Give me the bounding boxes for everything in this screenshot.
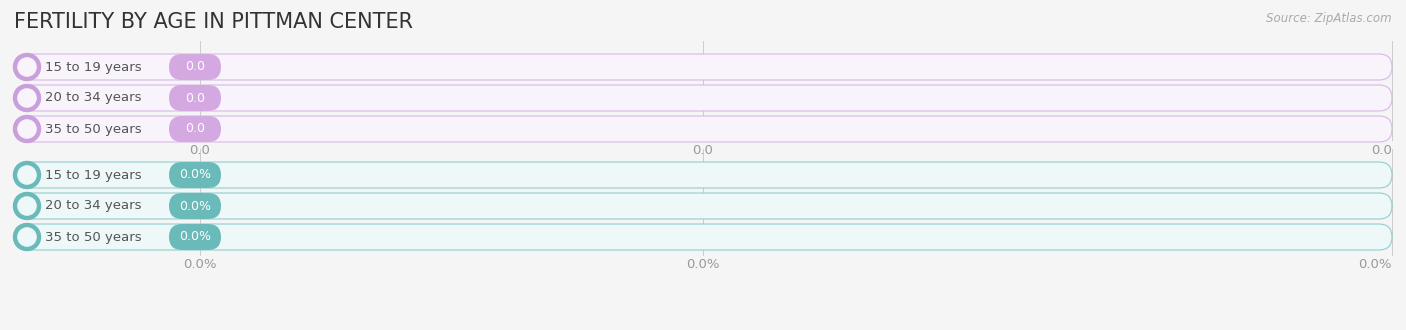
Circle shape [14, 192, 41, 219]
Text: 15 to 19 years: 15 to 19 years [45, 169, 142, 182]
Text: 0.0%: 0.0% [179, 169, 211, 182]
Text: 20 to 34 years: 20 to 34 years [45, 200, 142, 213]
Text: 0.0: 0.0 [693, 144, 713, 156]
Text: 0.0%: 0.0% [1358, 258, 1392, 272]
Circle shape [18, 120, 37, 138]
Text: 0.0: 0.0 [190, 144, 211, 156]
Text: 0.0: 0.0 [1371, 144, 1392, 156]
Circle shape [18, 89, 37, 107]
Circle shape [14, 115, 41, 143]
Text: 0.0%: 0.0% [183, 258, 217, 272]
FancyBboxPatch shape [14, 162, 1392, 188]
Circle shape [18, 228, 37, 246]
Circle shape [14, 223, 41, 250]
Text: Source: ZipAtlas.com: Source: ZipAtlas.com [1267, 12, 1392, 25]
FancyBboxPatch shape [14, 116, 1392, 142]
FancyBboxPatch shape [14, 54, 1392, 80]
Circle shape [18, 197, 37, 215]
Text: 35 to 50 years: 35 to 50 years [45, 230, 142, 244]
Text: 0.0%: 0.0% [686, 258, 720, 272]
Circle shape [14, 53, 41, 81]
Text: 0.0: 0.0 [186, 122, 205, 136]
Text: 0.0%: 0.0% [179, 230, 211, 244]
FancyBboxPatch shape [169, 85, 221, 111]
FancyBboxPatch shape [169, 224, 221, 250]
FancyBboxPatch shape [14, 85, 1392, 111]
Circle shape [18, 166, 37, 184]
Text: 0.0: 0.0 [186, 91, 205, 105]
Text: 0.0%: 0.0% [179, 200, 211, 213]
Text: FERTILITY BY AGE IN PITTMAN CENTER: FERTILITY BY AGE IN PITTMAN CENTER [14, 12, 413, 32]
FancyBboxPatch shape [169, 162, 221, 188]
Text: 20 to 34 years: 20 to 34 years [45, 91, 142, 105]
Circle shape [14, 161, 41, 188]
Text: 0.0: 0.0 [186, 60, 205, 74]
Circle shape [18, 58, 37, 76]
FancyBboxPatch shape [169, 193, 221, 219]
FancyBboxPatch shape [169, 54, 221, 80]
Text: 15 to 19 years: 15 to 19 years [45, 60, 142, 74]
FancyBboxPatch shape [169, 116, 221, 142]
Circle shape [14, 84, 41, 112]
Text: 35 to 50 years: 35 to 50 years [45, 122, 142, 136]
FancyBboxPatch shape [14, 224, 1392, 250]
FancyBboxPatch shape [14, 193, 1392, 219]
